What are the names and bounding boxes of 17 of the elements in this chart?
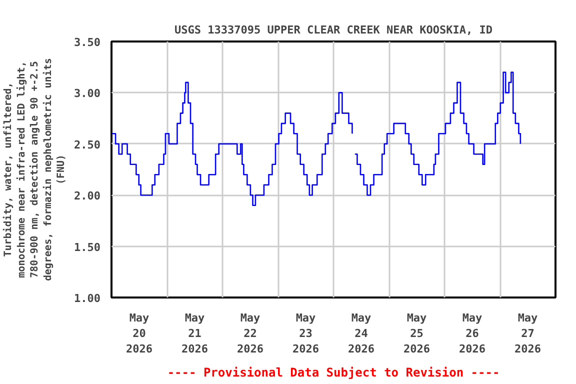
text: ---- Provisional Data Subject to Revision ----	[167, 366, 500, 380]
chart-title: USGS 13337095 UPPER CLEAR CREEK NEAR KOOSKIA, ID	[174, 24, 493, 36]
x-tick-label: May 20 2026	[126, 312, 153, 356]
y-tick-label: 1.50	[74, 240, 101, 254]
y-tick-label: 2.50	[74, 138, 101, 152]
y-axis-title: Turbidity, water, unfiltered, monochrome near infra-red LED light, 780-900 nm, detection angle 90 +-2.5 degrees, formazin nephelometric units (FNU)	[2, 58, 68, 281]
x-tick-label: May 23 2026	[292, 312, 320, 356]
y-tick-label: 1.00	[74, 292, 101, 305]
y-tick-label: 3.00	[74, 87, 101, 100]
x-tick-label: May 25 2026	[404, 312, 430, 356]
x-tick-label: May 26 2026	[459, 312, 486, 356]
x-tick-label: May 27 2026	[514, 312, 542, 356]
x-tick-label: May 24 2026	[348, 312, 375, 356]
y-tick-label: 2.00	[74, 190, 101, 203]
x-tick-label: May 22 2026	[237, 312, 264, 356]
y-tick-label: 3.50	[74, 36, 101, 49]
x-tick-label: May 21 2026	[182, 312, 208, 356]
